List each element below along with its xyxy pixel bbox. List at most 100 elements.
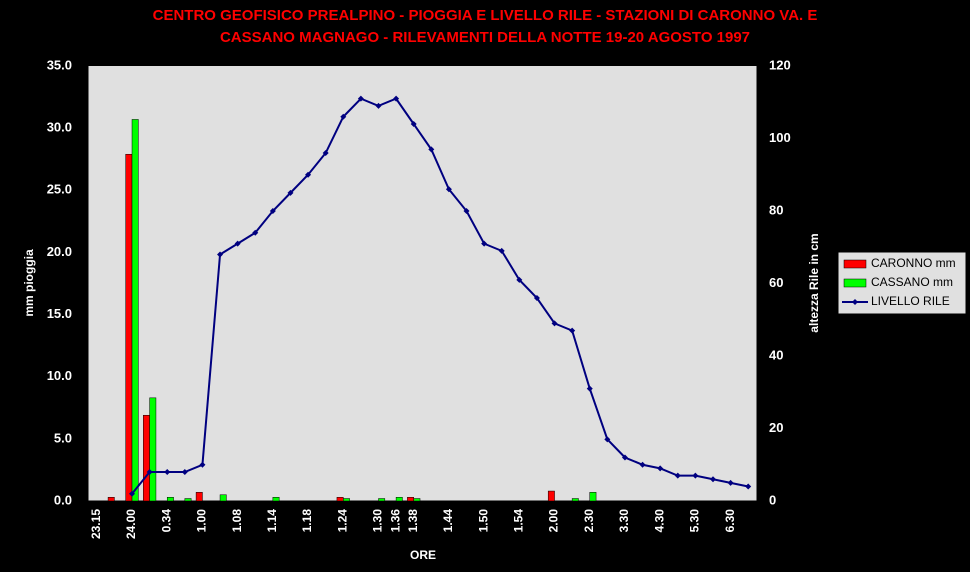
line-marker (621, 454, 628, 461)
chart-title: CASSANO MAGNAGO - RILEVAMENTI DELLA NOTT… (220, 29, 750, 46)
bar (125, 153, 133, 502)
y-tick-label: 30.0 (47, 120, 72, 135)
bar (413, 498, 421, 502)
line-marker (692, 472, 699, 479)
y2-axis-label: altezza Rile in cm (807, 233, 821, 332)
x-tick-label: 1.24 (335, 509, 349, 533)
line-marker (199, 461, 206, 468)
x-tick-label: 1.38 (406, 509, 420, 533)
x-axis-label: ORE (410, 548, 436, 562)
line-marker (129, 490, 136, 497)
line-marker (217, 251, 224, 258)
bar (131, 119, 139, 502)
x-tick-label: 23.15 (89, 509, 103, 539)
x-tick-label: 3.30 (617, 509, 631, 533)
line-marker (234, 240, 241, 247)
line-marker (727, 479, 734, 486)
line-marker (252, 229, 259, 236)
legend-label: LIVELLO RILE (871, 294, 950, 308)
bar (195, 492, 203, 502)
line-marker (146, 469, 153, 475)
x-tick-label: 1.54 (512, 509, 526, 533)
line-marker (498, 247, 505, 254)
y-tick-label: 25.0 (47, 182, 72, 197)
x-tick-label: 2.30 (582, 509, 596, 533)
bar (336, 497, 344, 502)
y2-tick-label: 60 (769, 275, 783, 290)
legend-swatch (843, 259, 867, 269)
y-tick-label: 20.0 (47, 244, 72, 259)
y-tick-label: 35.0 (47, 57, 72, 72)
bar (184, 498, 192, 502)
line-marker (445, 186, 452, 193)
line-marker (657, 465, 664, 472)
legend-label: CARONNO mm (871, 256, 956, 270)
x-tick-label: 1.44 (441, 509, 455, 533)
line-marker (305, 171, 312, 178)
line-marker (463, 208, 470, 214)
bar (143, 414, 150, 502)
legend-swatch (852, 299, 858, 305)
line-marker (181, 469, 188, 475)
x-tick-label: 1.36 (388, 509, 402, 533)
x-tick-label: 24.00 (124, 509, 138, 539)
line-marker (551, 320, 558, 327)
line-marker (674, 472, 681, 479)
x-tick-label: 4.30 (652, 509, 666, 533)
y2-tick-label: 40 (769, 347, 783, 362)
line-marker (533, 295, 540, 301)
y2-tick-label: 20 (769, 420, 783, 435)
line-marker (709, 476, 716, 483)
bar (395, 497, 403, 502)
x-tick-label: 2.00 (547, 509, 561, 533)
line-marker (569, 327, 576, 334)
line-marker (269, 208, 276, 214)
bar (589, 492, 597, 502)
line-marker (164, 469, 171, 475)
bar (272, 497, 280, 502)
line-marker (481, 240, 488, 247)
line-marker (516, 276, 523, 283)
line-marker (357, 95, 364, 102)
line-marker (340, 113, 347, 120)
x-tick-label: 1.14 (265, 509, 279, 533)
bar (107, 497, 115, 502)
y-tick-label: 5.0 (54, 430, 72, 445)
bar (219, 494, 227, 502)
y2-tick-label: 120 (769, 57, 791, 72)
bar (571, 498, 579, 502)
plot-area (88, 66, 757, 501)
line-marker (428, 146, 435, 153)
x-tick-label: 1.50 (476, 509, 490, 533)
y-axis-label: mm pioggia (22, 249, 36, 317)
line-marker (604, 436, 611, 443)
x-tick-label: 1.08 (230, 509, 244, 533)
bar (149, 397, 157, 502)
bar (378, 498, 386, 502)
x-tick-label: 1.00 (195, 509, 209, 533)
bar (343, 498, 350, 502)
x-tick-label: 1.30 (371, 509, 385, 533)
line-marker (410, 121, 417, 127)
y-tick-label: 0.0 (54, 492, 72, 507)
line (131, 97, 749, 495)
bar (407, 497, 414, 502)
line-marker (287, 189, 294, 196)
line-marker (322, 150, 329, 156)
line-marker (393, 95, 400, 102)
x-tick-label: 5.30 (688, 509, 702, 533)
x-tick-label: 0.34 (159, 509, 173, 533)
y-tick-label: 15.0 (47, 306, 72, 321)
line-marker (375, 102, 382, 109)
bar (166, 497, 174, 502)
x-tick-label: 1.18 (300, 509, 314, 533)
x-tick-label: 6.30 (723, 509, 737, 533)
y2-tick-label: 80 (769, 202, 783, 217)
y2-tick-label: 100 (769, 130, 791, 145)
y-tick-label: 10.0 (47, 368, 72, 383)
legend-label: CASSANO mm (871, 275, 953, 289)
line-marker (745, 483, 752, 490)
line-marker (586, 385, 593, 392)
bar (547, 490, 555, 502)
y2-tick-label: 0 (769, 492, 776, 507)
